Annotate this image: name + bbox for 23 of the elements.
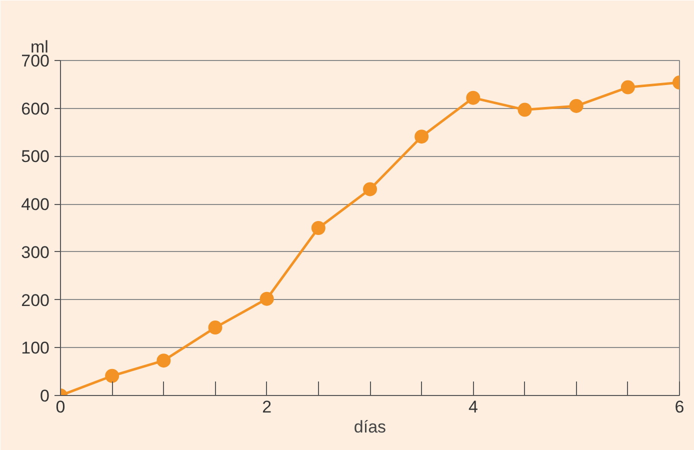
y-tick-label: 700 xyxy=(21,52,50,70)
x-tick-label: 2 xyxy=(262,398,272,416)
y-tick-label: 600 xyxy=(21,99,50,118)
x-tick-label: 6 xyxy=(674,398,684,416)
x-tick-label: 0 xyxy=(56,398,66,416)
y-tick-label: 400 xyxy=(21,195,50,214)
y-tick-label: 200 xyxy=(21,290,50,310)
point xyxy=(156,354,171,368)
x-tick-label: 4 xyxy=(468,398,478,416)
y-tick-label: 300 xyxy=(21,242,50,262)
point xyxy=(363,182,377,196)
point xyxy=(569,98,584,113)
point xyxy=(620,80,635,94)
y-tick-label: 500 xyxy=(21,147,50,166)
point xyxy=(414,130,429,144)
x-axis-title: días xyxy=(354,418,386,436)
point xyxy=(311,221,326,235)
point xyxy=(518,102,532,117)
point xyxy=(260,292,274,306)
y-tick-label: 100 xyxy=(21,338,50,358)
point xyxy=(466,90,480,105)
point xyxy=(208,320,222,335)
point xyxy=(105,368,120,383)
